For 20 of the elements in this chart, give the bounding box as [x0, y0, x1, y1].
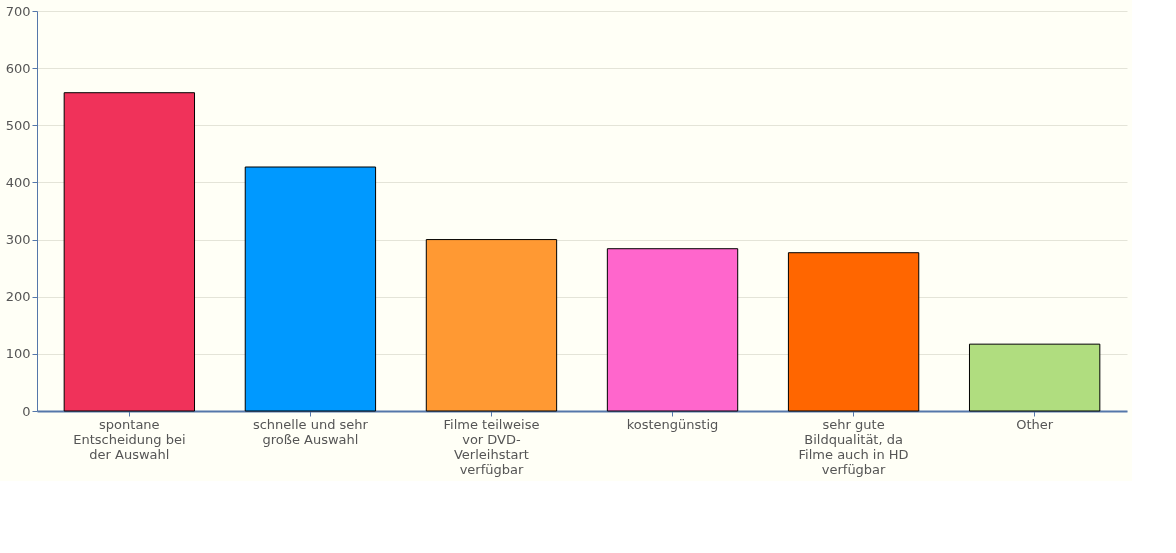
x-tick-label: kostengünstig [626, 416, 719, 432]
y-tick-label: 700 [5, 3, 31, 19]
y-tick-label: 400 [5, 174, 31, 190]
y-tick-label: 600 [5, 60, 31, 76]
x-tick-label: sehr gute Bildqualität, da Filme auch in HD verfügbar [798, 416, 909, 477]
x-tick-label: spontane Entscheidung bei der Auswahl [73, 416, 186, 462]
x-tick-label: Filme teilweise vor DVD-Verleihstart verfügbar [443, 416, 540, 477]
bar [606, 248, 739, 412]
bar [425, 239, 558, 412]
x-tick-label: Other [1016, 416, 1054, 432]
bar [244, 166, 377, 412]
bar [63, 92, 196, 412]
y-tick-label: 300 [5, 232, 31, 248]
y-tick-label: 100 [5, 346, 31, 362]
y-tick-label: 0 [22, 403, 31, 419]
y-tick-label: 500 [5, 117, 31, 133]
x-tick-label: schnelle und sehr große Auswahl [252, 416, 369, 447]
y-tick-label: 200 [5, 289, 31, 305]
bar [968, 343, 1101, 412]
bar [787, 252, 920, 412]
